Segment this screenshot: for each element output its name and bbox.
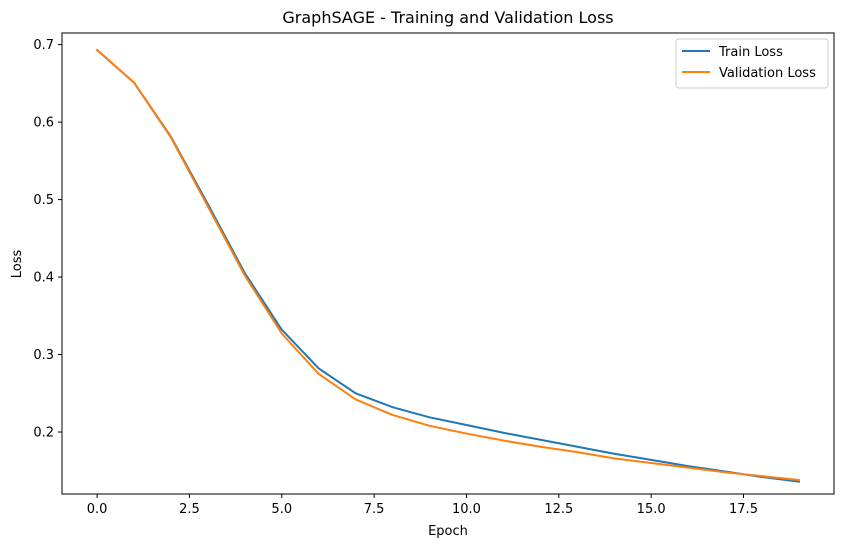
legend-label: Train Loss [718,45,783,60]
x-tick-label: 12.5 [544,502,573,517]
legend-box [675,38,829,89]
x-tick-label: 17.5 [729,502,758,517]
x-axis-ticks: 0.0 2.5 5.0 7.5 10.0 12.5 15.0 17.5 [87,494,758,517]
legend-label: Validation Loss [719,66,816,81]
series-layer [95,48,801,483]
y-tick-label: 0.5 [33,193,54,208]
y-tick-label: 0.4 [33,271,54,286]
y-tick-label: 0.2 [33,426,54,441]
x-tick-label: 10.0 [452,502,481,517]
chart-title: GraphSAGE - Training and Validation Loss [282,8,613,27]
series-line-validation-loss [95,48,801,482]
series-line-train-loss [95,48,801,483]
x-tick-label: 2.5 [179,502,200,517]
legend: Train Loss Validation Loss [675,38,829,89]
plot-frame [61,32,835,495]
x-tick-label: 0.0 [87,502,108,517]
x-axis-label: Epoch [428,524,468,539]
y-tick-label: 0.6 [33,116,54,131]
x-tick-label: 7.5 [364,502,385,517]
x-tick-label: 5.0 [271,502,292,517]
y-tick-label: 0.3 [33,348,54,363]
y-tick-label: 0.7 [33,38,54,53]
y-axis-ticks: 0.2 0.3 0.4 0.5 0.6 0.7 [33,38,62,441]
x-tick-label: 15.0 [637,502,666,517]
y-axis-label: Loss [10,250,25,279]
